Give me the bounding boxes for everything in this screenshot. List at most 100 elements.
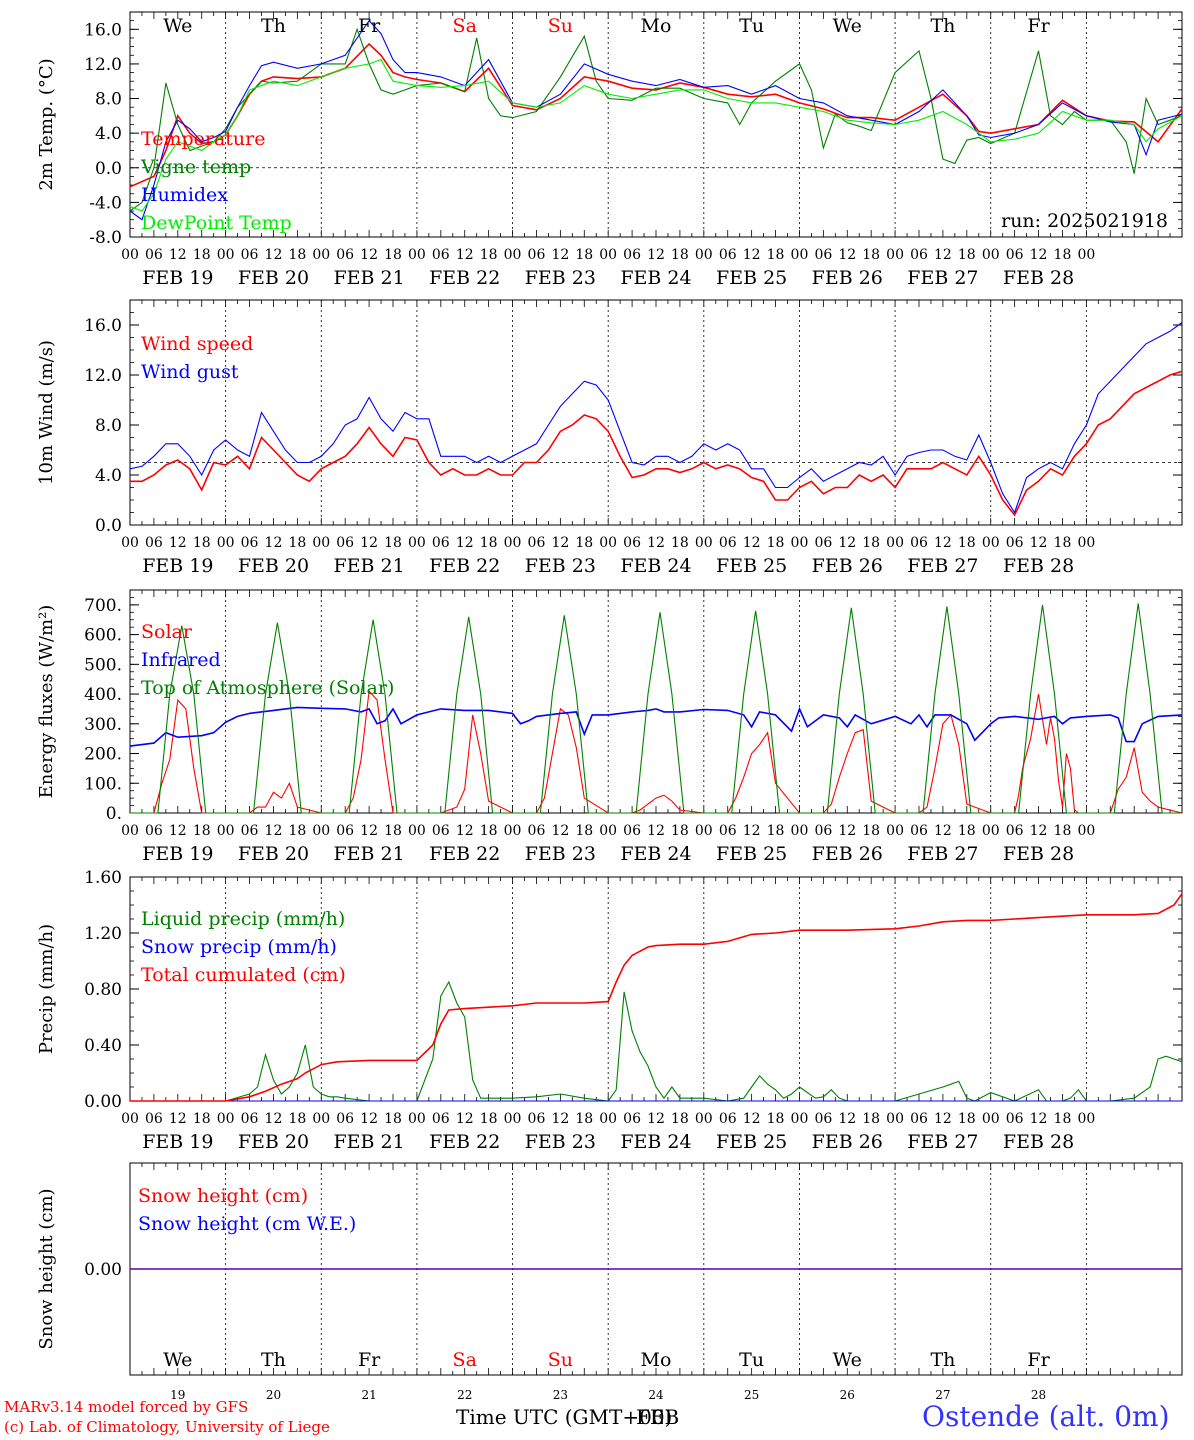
hour-tick-label: 12 bbox=[360, 247, 378, 263]
hour-tick-label: 12 bbox=[838, 247, 856, 263]
hour-tick-label: 12 bbox=[743, 1111, 761, 1127]
hour-tick-label: 06 bbox=[336, 1111, 354, 1127]
hour-tick-label: 00 bbox=[695, 247, 713, 263]
day-number-label: 19 bbox=[170, 1388, 185, 1402]
y-axis-title: Precip (mm/h) bbox=[36, 924, 57, 1054]
hour-tick-label: 06 bbox=[814, 823, 832, 839]
weekday-label-top: We bbox=[833, 15, 862, 37]
hour-tick-label: 12 bbox=[169, 535, 187, 551]
y-tick-label: 8.0 bbox=[95, 90, 122, 110]
date-label: FEB 26 bbox=[812, 843, 883, 865]
date-label: FEB 27 bbox=[907, 267, 978, 289]
series-line-vigne-temp bbox=[129, 27, 1183, 212]
hour-tick-label: 06 bbox=[241, 535, 259, 551]
date-label: FEB 22 bbox=[429, 267, 500, 289]
hour-tick-label: 18 bbox=[1054, 535, 1072, 551]
day-number-label: 25 bbox=[744, 1388, 759, 1402]
station-title: Ostende (alt. 0m) bbox=[922, 1400, 1170, 1433]
series-line-temperature bbox=[129, 42, 1183, 188]
series-line-total-cumulated-cm- bbox=[130, 893, 1183, 1102]
date-label: FEB 25 bbox=[716, 1131, 787, 1153]
hour-tick-label: 06 bbox=[241, 247, 259, 263]
date-label: FEB 27 bbox=[907, 1131, 978, 1153]
day-number-label: 21 bbox=[361, 1388, 376, 1402]
series-line-wind-speed bbox=[130, 370, 1183, 517]
hour-tick-label: 00 bbox=[599, 535, 617, 551]
hour-tick-label: 18 bbox=[958, 535, 976, 551]
hour-tick-label: 12 bbox=[265, 1111, 283, 1127]
date-label: FEB 20 bbox=[238, 843, 309, 865]
hour-tick-label: 06 bbox=[432, 823, 450, 839]
weekday-label-top: Sa bbox=[453, 15, 477, 37]
hour-tick-label: 06 bbox=[910, 1111, 928, 1127]
date-label: FEB 25 bbox=[716, 843, 787, 865]
hour-tick-label: 06 bbox=[910, 535, 928, 551]
legend-entry: Snow precip (mm/h) bbox=[141, 936, 337, 958]
hour-tick-label: 00 bbox=[408, 823, 426, 839]
y-tick-label: 4.0 bbox=[95, 124, 122, 144]
hour-tick-label: 06 bbox=[623, 823, 641, 839]
hour-tick-label: 00 bbox=[982, 823, 1000, 839]
y-axis-title: 2m Temp. (°C) bbox=[36, 58, 57, 190]
weekday-label-bottom: Th bbox=[930, 1349, 955, 1371]
hour-tick-label: 12 bbox=[1030, 247, 1048, 263]
y-tick-label: 16.0 bbox=[84, 20, 122, 40]
weekday-label-bottom: Fr bbox=[358, 1349, 381, 1371]
date-label: FEB 22 bbox=[429, 1131, 500, 1153]
y-tick-label: 200. bbox=[84, 745, 122, 765]
hour-tick-label: 12 bbox=[647, 535, 665, 551]
x-axis-label-overlay: FEB bbox=[636, 1405, 680, 1429]
y-tick-label: 0.40 bbox=[84, 1036, 122, 1056]
hour-tick-label: 06 bbox=[528, 1111, 546, 1127]
date-label: FEB 19 bbox=[142, 843, 213, 865]
y-tick-label: -8.0 bbox=[89, 228, 122, 248]
hour-tick-label: 06 bbox=[1006, 823, 1024, 839]
date-label: FEB 24 bbox=[620, 267, 691, 289]
weekday-label-bottom: Su bbox=[548, 1349, 573, 1371]
hour-tick-label: 12 bbox=[934, 1111, 952, 1127]
hour-tick-label: 06 bbox=[145, 535, 163, 551]
y-tick-label: 700. bbox=[84, 596, 122, 616]
hour-tick-label: 06 bbox=[528, 823, 546, 839]
hour-tick-label: 12 bbox=[743, 823, 761, 839]
hour-tick-label: 06 bbox=[910, 247, 928, 263]
hour-tick-label: 00 bbox=[1077, 247, 1095, 263]
y-axis-title: Snow height (cm) bbox=[36, 1188, 57, 1349]
hour-tick-label: 18 bbox=[1054, 823, 1072, 839]
hour-tick-label: 12 bbox=[1030, 535, 1048, 551]
weekday-label-top: Th bbox=[261, 15, 286, 37]
date-label: FEB 25 bbox=[716, 555, 787, 577]
date-label: FEB 27 bbox=[907, 555, 978, 577]
hour-tick-label: 00 bbox=[1077, 1111, 1095, 1127]
hour-tick-label: 18 bbox=[575, 823, 593, 839]
date-label: FEB 28 bbox=[1003, 843, 1074, 865]
weekday-label-top: We bbox=[163, 15, 192, 37]
hour-tick-label: 06 bbox=[1006, 535, 1024, 551]
hour-tick-label: 18 bbox=[671, 247, 689, 263]
hour-tick-label: 12 bbox=[551, 823, 569, 839]
day-number-label: 26 bbox=[840, 1388, 855, 1402]
hour-tick-label: 18 bbox=[384, 535, 402, 551]
hour-tick-label: 18 bbox=[862, 823, 880, 839]
hour-tick-label: 18 bbox=[575, 535, 593, 551]
hour-tick-label: 12 bbox=[934, 823, 952, 839]
hour-tick-label: 06 bbox=[336, 247, 354, 263]
hour-tick-label: 00 bbox=[121, 535, 139, 551]
hour-tick-label: 18 bbox=[384, 247, 402, 263]
hour-tick-label: 12 bbox=[838, 1111, 856, 1127]
x-axis-label: Time UTC (GMT+00) bbox=[456, 1405, 673, 1429]
hour-tick-label: 12 bbox=[169, 247, 187, 263]
hour-tick-label: 18 bbox=[767, 1111, 785, 1127]
hour-tick-label: 06 bbox=[1006, 247, 1024, 263]
date-label: FEB 27 bbox=[907, 843, 978, 865]
y-tick-label: 500. bbox=[84, 655, 122, 675]
date-label: FEB 19 bbox=[142, 555, 213, 577]
hour-tick-label: 00 bbox=[408, 535, 426, 551]
date-label: FEB 19 bbox=[142, 267, 213, 289]
date-label: FEB 21 bbox=[333, 555, 404, 577]
weekday-label-top: Fr bbox=[358, 15, 381, 37]
credit-line-2: (c) Lab. of Climatology, University of L… bbox=[4, 1418, 330, 1436]
hour-tick-label: 12 bbox=[456, 535, 474, 551]
hour-tick-label: 12 bbox=[360, 823, 378, 839]
series-line-wind-gust bbox=[129, 322, 1183, 514]
